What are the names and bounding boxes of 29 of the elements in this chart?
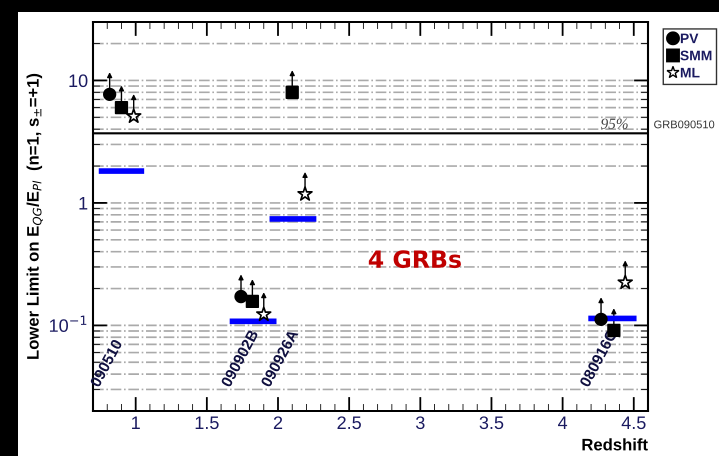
point: [103, 88, 116, 101]
x-tick-label: 1.5: [196, 416, 219, 430]
point: [617, 274, 633, 290]
legend-label: SMM: [680, 50, 712, 60]
x-tick-label: 1: [132, 416, 140, 429]
x-axis-title: Redshift: [582, 438, 648, 450]
point: [297, 186, 313, 201]
x-tick-label: 3.5: [480, 416, 504, 430]
annotation: 4 GRBs: [368, 250, 461, 268]
point: [246, 294, 260, 308]
y-axis-title: Lower Limit on E$_{QG}$/E$_{Pl}$ (n=1, s$_{±}$=+1): [26, 74, 43, 359]
y-tick-label: 10: [69, 74, 88, 88]
x-tick-label: 2.5: [338, 416, 361, 430]
x-tick-label: 4: [558, 416, 568, 429]
x-tick-label: 3: [416, 416, 425, 430]
point: [256, 306, 272, 322]
ref-line-label: GRB090510: [654, 120, 714, 128]
x-tick-label: 2: [274, 416, 282, 429]
point: [114, 100, 128, 114]
point: [126, 108, 142, 123]
y-tick-label: 1: [79, 197, 88, 210]
legend-label: ML: [680, 68, 700, 78]
annotation: 95%: [601, 118, 628, 129]
point: [594, 312, 608, 326]
point: [234, 290, 248, 304]
x-tick-label: 4.5: [622, 416, 646, 430]
legend-label: PV: [680, 34, 698, 44]
point: [286, 86, 299, 99]
y-tick-label: 10$^{−1}$: [50, 316, 86, 332]
